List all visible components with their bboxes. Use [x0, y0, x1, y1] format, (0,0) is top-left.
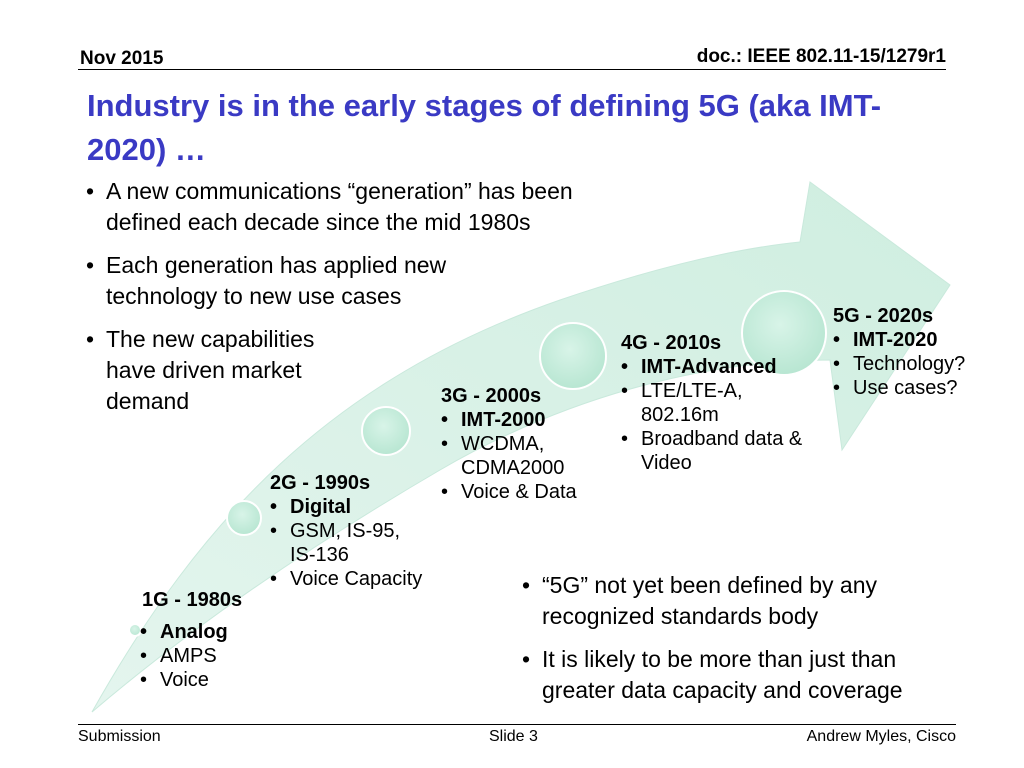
- footer-author: Andrew Myles, Cisco: [806, 728, 956, 745]
- generation-1g: 1G - 1980s Analog AMPS Voice: [140, 589, 282, 692]
- generation-items: Analog AMPS Voice: [140, 620, 282, 692]
- generation-item: Technology?: [833, 352, 993, 376]
- generation-item: Voice Capacity: [270, 567, 422, 591]
- generation-item: IMT-2020: [833, 328, 993, 352]
- header-date: Nov 2015: [80, 48, 164, 69]
- generation-item: AMPS: [140, 644, 282, 668]
- generation-items: IMT-Advanced LTE/LTE-A, 802.16m Broadban…: [621, 355, 826, 475]
- footer-slide-number: Slide 3: [489, 728, 538, 745]
- generation-4g: 4G - 2010s IMT-Advanced LTE/LTE-A, 802.1…: [621, 332, 831, 475]
- intro-bullet-list: A new communications “generation” has be…: [86, 176, 646, 429]
- note-bullet: It is likely to be more than just than g…: [522, 644, 962, 706]
- generation-item: WCDMA, CDMA2000: [441, 432, 591, 480]
- generation-item: Broadband data & Video: [621, 427, 826, 475]
- footer-submission: Submission: [78, 728, 161, 745]
- slide-title: Industry is in the early stages of defin…: [87, 88, 882, 167]
- generation-items: IMT-2000 WCDMA, CDMA2000 Voice & Data: [441, 408, 591, 504]
- header-doc-id: doc.: IEEE 802.11-15/1279r1: [696, 46, 946, 67]
- note-bullet: “5G” not yet been defined by any recogni…: [522, 570, 962, 632]
- generation-item: GSM, IS-95, IS-136: [270, 519, 415, 567]
- generation-item: LTE/LTE-A, 802.16m: [621, 379, 781, 427]
- generation-item: Use cases?: [833, 376, 993, 400]
- generation-item: IMT-Advanced: [621, 355, 826, 379]
- generation-items: Digital GSM, IS-95, IS-136 Voice Capacit…: [270, 495, 422, 591]
- generation-title: 1G - 1980s: [142, 589, 243, 611]
- generation-item: IMT-2000: [441, 408, 591, 432]
- generation-5g: 5G - 2020s IMT-2020 Technology? Use case…: [833, 305, 993, 400]
- generation-title: 4G - 2010s: [621, 332, 722, 354]
- generation-item: Digital: [270, 495, 415, 519]
- milestone-circle-3g: [361, 406, 411, 456]
- generation-item: Voice & Data: [441, 480, 591, 504]
- milestone-circle-2g: [226, 500, 262, 536]
- generation-item: Voice: [140, 668, 282, 692]
- generation-3g: 3G - 2000s IMT-2000 WCDMA, CDMA2000 Voic…: [441, 385, 611, 504]
- generation-title: 5G - 2020s: [833, 305, 934, 327]
- generation-item: Analog: [140, 620, 282, 644]
- generation-title: 2G - 1990s: [270, 472, 371, 494]
- note-bullet-list: “5G” not yet been defined by any recogni…: [522, 570, 962, 706]
- generation-title: 3G - 2000s: [441, 385, 542, 407]
- intro-bullet: The new capabilities have driven market …: [86, 324, 356, 417]
- generation-2g: 2G - 1990s Digital GSM, IS-95, IS-136 Vo…: [270, 472, 450, 591]
- generation-items: IMT-2020 Technology? Use cases?: [833, 328, 993, 400]
- milestone-circle-4g: [539, 322, 607, 390]
- footer-divider: [78, 724, 956, 725]
- intro-bullet: Each generation has applied new technolo…: [86, 250, 506, 312]
- header-divider: [78, 69, 946, 70]
- intro-bullet: A new communications “generation” has be…: [86, 176, 646, 238]
